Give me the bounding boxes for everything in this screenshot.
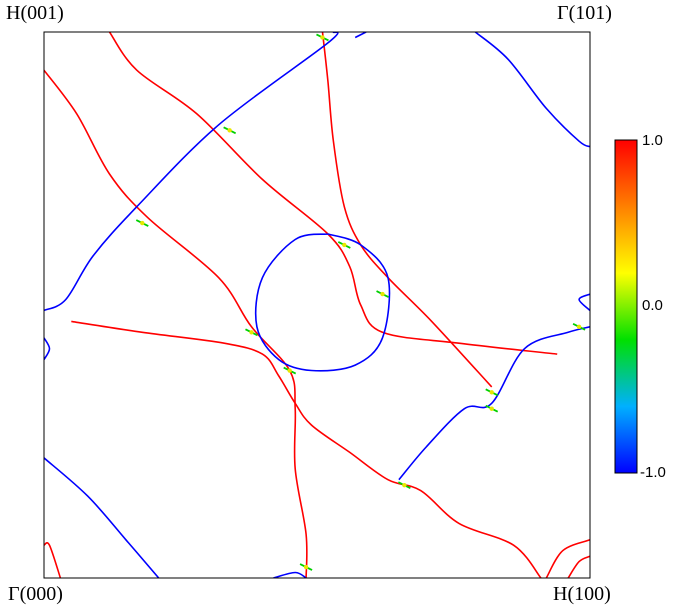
band-crossing-1 xyxy=(135,219,149,227)
contour-curve-7 xyxy=(44,32,339,312)
band-crossing-11 xyxy=(572,323,586,331)
contour-curve-6 xyxy=(567,555,590,578)
contour-curve-12 xyxy=(398,326,590,481)
contour-curve-1 xyxy=(321,32,493,388)
contour-curve-8 xyxy=(354,32,367,39)
contour-curve-3 xyxy=(71,320,542,578)
contour-curve-13 xyxy=(44,337,51,361)
contour-curve-10 xyxy=(44,457,160,578)
corner-label-top-right: Γ(101) xyxy=(557,2,612,24)
contour-curve-9 xyxy=(474,32,590,148)
contour-curve-5 xyxy=(545,539,590,578)
colorbar-tick-min: -1.0 xyxy=(640,464,666,481)
plot-frame xyxy=(43,31,591,579)
contour-curves xyxy=(44,32,590,578)
contour-curve-15 xyxy=(254,233,391,372)
band-crossing-4 xyxy=(245,328,258,337)
colorbar xyxy=(614,139,638,474)
band-crossing-6 xyxy=(485,388,499,397)
band-crossing-3 xyxy=(376,290,389,298)
colorbar-tick-max: 1.0 xyxy=(642,132,663,149)
band-crossing-5 xyxy=(283,366,297,375)
contour-curve-4 xyxy=(44,542,62,578)
band-crossing-10 xyxy=(316,33,329,42)
contour-curve-11 xyxy=(273,571,307,578)
corner-label-bottom-left: Γ(000) xyxy=(8,583,63,605)
colorbar-tick-zero: 0.0 xyxy=(642,297,663,314)
band-crossing-2 xyxy=(337,241,351,249)
band-crossing-0 xyxy=(223,126,237,135)
contour-curve-2 xyxy=(44,69,308,578)
corner-label-top-left: H(001) xyxy=(6,2,64,24)
band-crossing-8 xyxy=(397,481,411,489)
contour-curve-14 xyxy=(578,293,590,312)
band-crossings xyxy=(135,33,586,571)
contour-curve-0 xyxy=(108,32,558,355)
band-crossing-9 xyxy=(299,563,313,571)
corner-label-bottom-right: H(100) xyxy=(553,583,611,605)
band-crossing-7 xyxy=(485,404,499,413)
